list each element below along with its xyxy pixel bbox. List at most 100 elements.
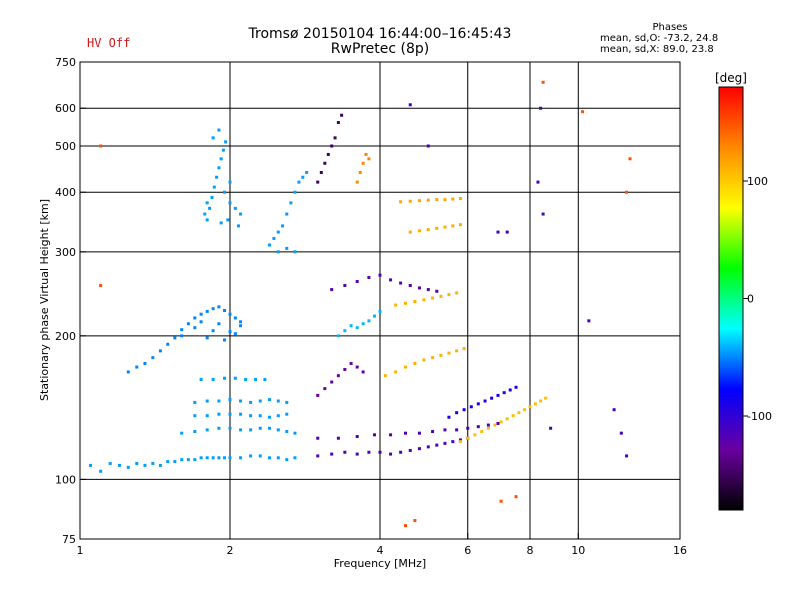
echo-point: [289, 201, 293, 205]
echo-point: [458, 223, 462, 227]
echo-point: [403, 431, 407, 435]
echo-point: [458, 197, 462, 201]
echo-point: [455, 291, 459, 295]
echo-point: [355, 435, 359, 439]
echo-point: [249, 414, 253, 418]
echo-point: [612, 408, 616, 412]
echo-point: [219, 221, 223, 225]
echo-point: [408, 448, 412, 452]
echo-point: [336, 334, 340, 338]
echo-point: [486, 423, 490, 427]
echo-point: [349, 324, 353, 328]
echo-point: [435, 443, 439, 447]
echo-point: [340, 113, 344, 117]
echo-point: [505, 230, 509, 234]
echo-point: [205, 456, 209, 460]
echo-point: [330, 452, 334, 456]
echo-point: [233, 332, 237, 336]
echo-point: [267, 243, 271, 247]
echo-point: [224, 140, 228, 144]
echo-point: [330, 380, 334, 384]
echo-point: [217, 399, 221, 403]
echo-point: [208, 206, 212, 210]
echo-point: [408, 103, 412, 107]
echo-point: [486, 426, 490, 430]
echo-point: [258, 426, 262, 430]
echo-point: [514, 495, 518, 499]
echo-point: [221, 148, 225, 152]
echo-point: [426, 228, 430, 232]
echo-point: [316, 454, 320, 458]
echo-point: [373, 433, 377, 437]
echo-point: [276, 399, 280, 403]
echo-point: [244, 377, 248, 381]
echo-point: [455, 411, 459, 415]
echo-point: [233, 206, 237, 210]
echo-point: [349, 361, 353, 365]
echo-point: [330, 144, 334, 148]
x-axis-ticks: 1 2 4 6 8 10 16: [77, 533, 687, 557]
echo-point: [217, 305, 221, 309]
echo-point: [443, 428, 447, 432]
echo-point: [361, 161, 365, 165]
echo-point: [186, 458, 190, 462]
echo-point: [217, 322, 221, 326]
echo-point: [223, 376, 227, 380]
x-tick-label: 2: [227, 544, 234, 557]
echo-point: [496, 230, 500, 234]
echo-point: [180, 328, 184, 332]
chart-title: Tromsø 20150104 16:44:00–16:45:43: [248, 26, 512, 42]
echo-point: [336, 121, 340, 125]
echo-point: [228, 201, 232, 205]
echo-point: [528, 405, 532, 409]
echo-point: [151, 461, 155, 465]
echo-point: [205, 414, 209, 418]
y-axis-label: Stationary phase Virtual Height [km]: [38, 199, 51, 401]
echo-point: [249, 400, 253, 404]
echo-point: [496, 393, 500, 397]
echo-point: [223, 338, 227, 342]
echo-point: [367, 450, 371, 454]
echo-point: [455, 428, 459, 432]
echo-point: [199, 456, 203, 460]
echo-point: [205, 309, 209, 313]
echo-point: [383, 374, 387, 378]
echo-point: [455, 349, 459, 353]
echo-point: [508, 388, 512, 392]
echo-point: [544, 396, 548, 400]
echo-point: [166, 460, 170, 464]
echo-point: [166, 342, 170, 346]
echo-point: [211, 307, 215, 311]
echo-point: [361, 370, 365, 374]
echo-point: [469, 405, 473, 409]
echo-point: [89, 463, 93, 467]
y-tick-label: 750: [55, 56, 76, 69]
echo-point: [447, 415, 451, 419]
echo-point: [239, 320, 243, 324]
echo-point: [336, 374, 340, 378]
echo-point: [205, 336, 209, 340]
echo-point: [233, 316, 237, 320]
echo-point: [267, 426, 271, 430]
echo-point: [263, 377, 267, 381]
echo-point: [408, 230, 412, 234]
echo-point: [228, 412, 232, 416]
echo-point: [541, 80, 545, 84]
echo-point: [258, 454, 262, 458]
y-tick-label: 500: [55, 140, 76, 153]
echo-point: [625, 190, 629, 194]
colorbar-ticks: 100 0 -100: [743, 175, 772, 423]
echo-point: [258, 399, 262, 403]
echo-point: [549, 426, 553, 430]
echo-point: [117, 463, 121, 467]
echo-point: [249, 454, 253, 458]
echo-point: [267, 415, 271, 419]
echo-point: [186, 322, 190, 326]
echo-point: [143, 463, 147, 467]
echo-point: [451, 197, 455, 201]
echo-point: [228, 398, 232, 402]
echo-point: [217, 128, 221, 132]
echo-point: [399, 200, 403, 204]
echo-point: [205, 201, 209, 205]
